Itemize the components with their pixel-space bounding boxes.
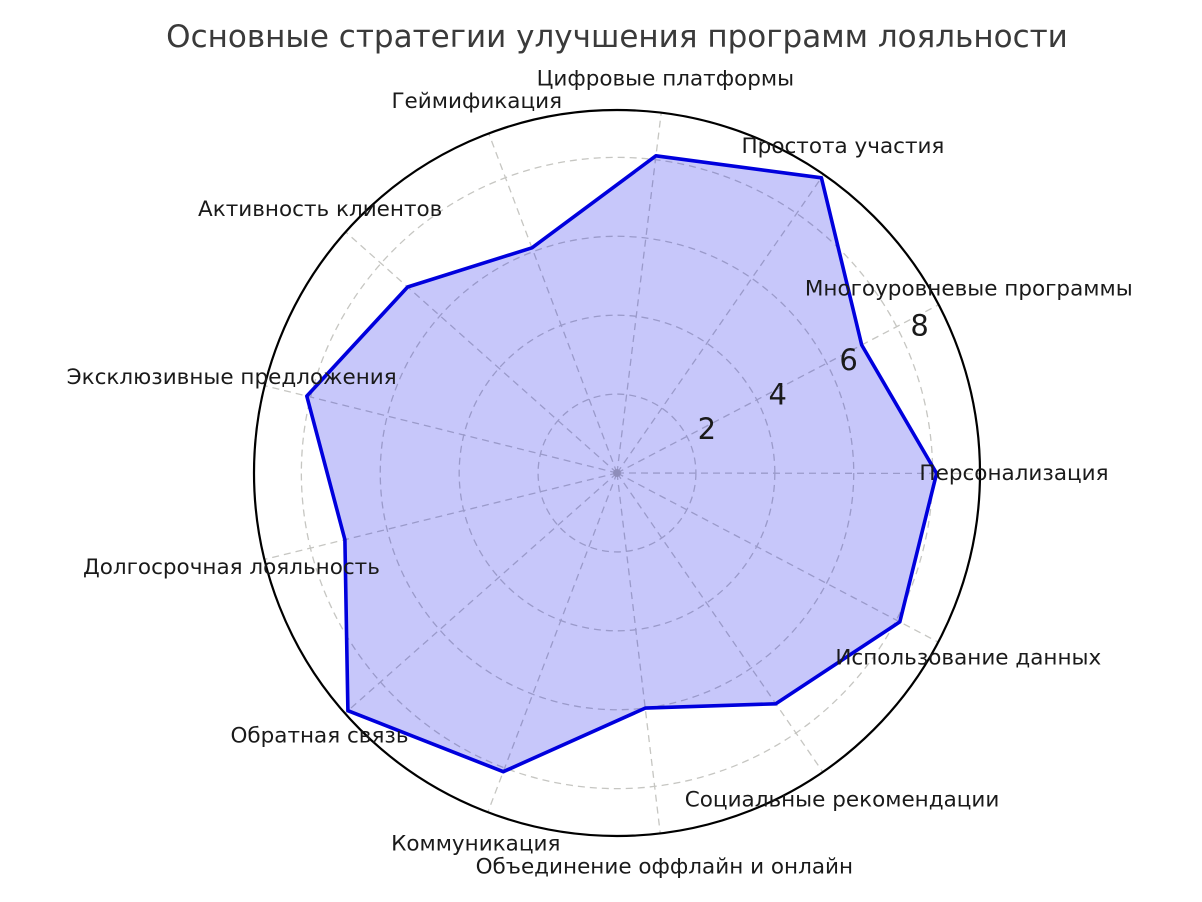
chart-title: Основные стратегии улучшения программ ло… [166,19,1068,55]
angular-gridline [264,385,618,474]
axis-category-label: Цифровые платформы [537,66,794,91]
radial-gridline [379,235,855,711]
center-dot [613,469,621,477]
axis-category-label: Обратная связь [230,723,408,748]
axis-category-label: Социальные рекомендации [685,788,1000,813]
angular-gridline [616,472,939,643]
angular-gridline [488,133,618,474]
axis-category-label: Эксклюзивные предложения [67,365,397,390]
axis-category-label: Объединение оффлайн и онлайн [476,855,853,880]
angular-gridline [345,231,618,474]
angular-gridline [616,472,661,834]
axis-category-label: Коммуникация [391,832,560,857]
radial-tick-label: 8 [910,308,928,342]
radial-tick-label: 2 [698,412,716,446]
axis-category-label: Многоуровневые программы [805,276,1133,301]
radar-series-line [304,154,939,774]
radar-series-fill [306,155,937,772]
angular-gridline [616,174,825,474]
angular-gridline [487,472,618,813]
radial-tick-label: 4 [769,378,787,412]
axis-category-label: Долгосрочная лояльность [83,555,380,580]
radial-tick-label: 6 [839,343,857,377]
polar-outline [252,108,982,838]
axis-category-label: Использование данных [835,645,1101,670]
angular-gridline [344,472,618,714]
axis-category-label: Персонализация [919,461,1108,486]
axis-category-label: Простота участия [742,134,945,159]
angular-gridline [264,472,618,561]
axis-category-label: Геймификация [391,89,562,114]
angular-gridline [616,472,824,773]
angular-gridline [616,304,939,474]
axis-category-label: Активность клиентов [198,197,442,222]
angular-gridline [616,112,662,474]
